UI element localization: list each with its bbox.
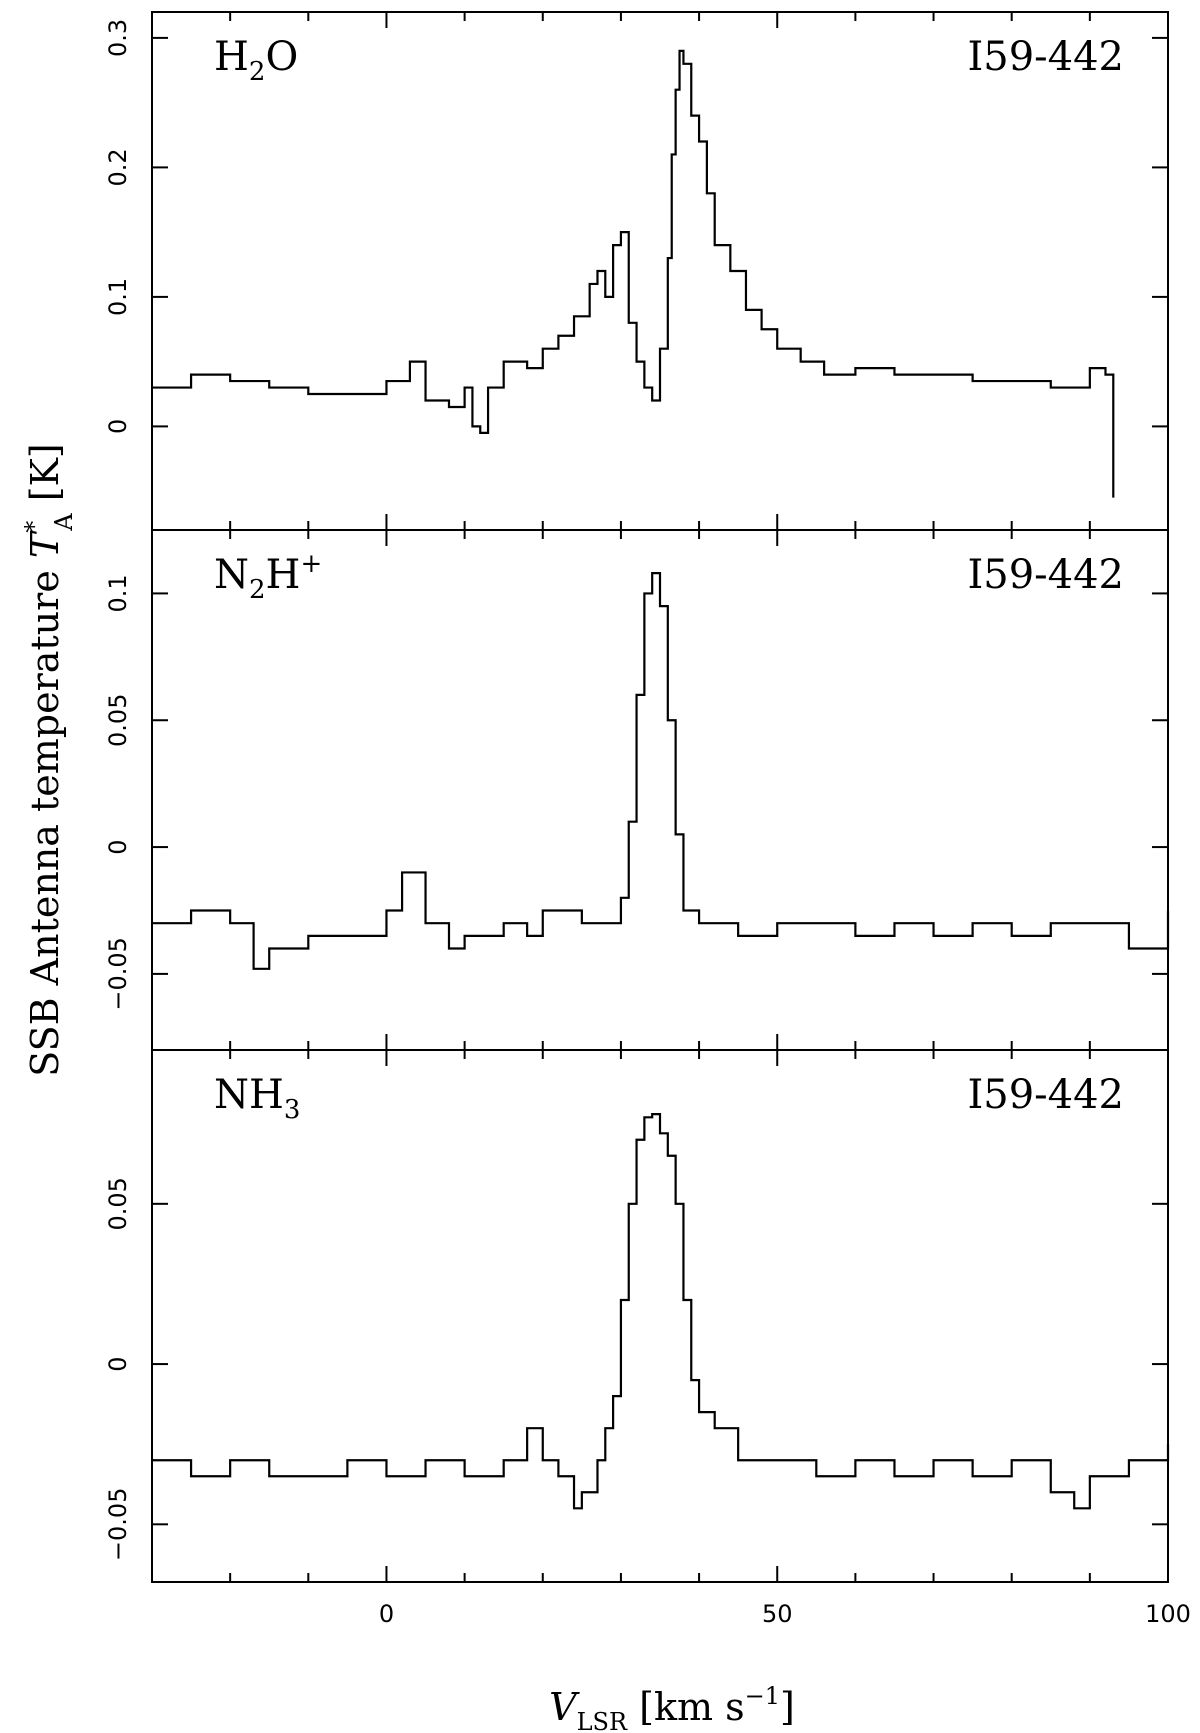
y-axis-title-symbol: T	[23, 530, 67, 558]
panel-frame	[151, 11, 1169, 531]
y-axis-title-sub: A	[50, 513, 78, 532]
panel-2: −0.05 0 0.05 NH3 I59-442 0 50 100	[104, 1049, 1191, 1628]
x-tick-label: 50	[762, 1600, 793, 1628]
y-tick-label: 0.3	[104, 19, 132, 57]
y-axis-title-sup: *	[20, 521, 48, 533]
y-axis-title: SSB Antenna temperature T*A [K]	[20, 443, 78, 1077]
y-tick-label: 0	[104, 839, 132, 854]
panel-1: −0.05 0 0.05 0.1 N2H+ I59-442	[104, 529, 1170, 1051]
y-tick-label: 0.2	[104, 148, 132, 186]
y-tick-label: 0	[104, 1356, 132, 1371]
x-tick-label: 0	[379, 1600, 394, 1628]
source-label: I59-442	[967, 552, 1124, 598]
spectrum-line	[152, 49, 1115, 498]
x-axis-title-symbol: V	[549, 1685, 580, 1729]
y-tick-label: −0.05	[104, 1488, 132, 1562]
x-tick-label: 100	[1145, 1600, 1191, 1628]
panels-group: 0 0.1 0.2 0.3 H2O I59-442 −0.05 0 0.05 0.1 N2H+ I59…	[104, 11, 1191, 1628]
x-axis-title-unit-sup: −1	[745, 1682, 780, 1710]
y-tick-label: 0.05	[104, 694, 132, 747]
y-axis-title-text: SSB Antenna temperature	[23, 558, 67, 1077]
x-axis-title-unit-pre: [km s	[627, 1685, 745, 1729]
y-tick-label: 0.05	[104, 1177, 132, 1230]
species-label: N2H+	[214, 549, 322, 605]
y-tick-label: −0.05	[104, 937, 132, 1011]
species-label: NH3	[214, 1072, 300, 1125]
panel-frame	[151, 1049, 1169, 1583]
panel-0: 0 0.1 0.2 0.3 H2O I59-442	[104, 11, 1169, 531]
source-label: I59-442	[967, 1072, 1124, 1118]
x-axis-title: VLSR [km s−1]	[549, 1682, 795, 1733]
spectrum-line	[152, 1113, 1170, 1510]
species-label: H2O	[214, 34, 298, 87]
y-tick-label: 0	[104, 419, 132, 434]
x-axis-title-unit-post: ]	[780, 1685, 795, 1729]
x-axis-title-sub: LSR	[577, 1708, 628, 1733]
y-tick-label: 0.1	[104, 574, 132, 612]
panel-frame	[151, 529, 1169, 1051]
source-label: I59-442	[967, 34, 1124, 80]
spectrum-line	[152, 572, 1170, 970]
y-tick-label: 0.1	[104, 278, 132, 316]
y-axis-title-unit: [K]	[23, 443, 67, 513]
